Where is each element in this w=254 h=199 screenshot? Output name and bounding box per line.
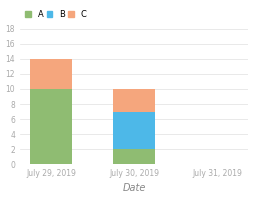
Bar: [114, 89, 155, 111]
X-axis label: Date: Date: [123, 183, 146, 193]
Legend: A, B, C: A, B, C: [24, 9, 88, 20]
Bar: [30, 59, 72, 89]
Bar: [114, 111, 155, 149]
Bar: [30, 89, 72, 164]
Bar: [114, 149, 155, 164]
Bar: [30, 59, 72, 89]
